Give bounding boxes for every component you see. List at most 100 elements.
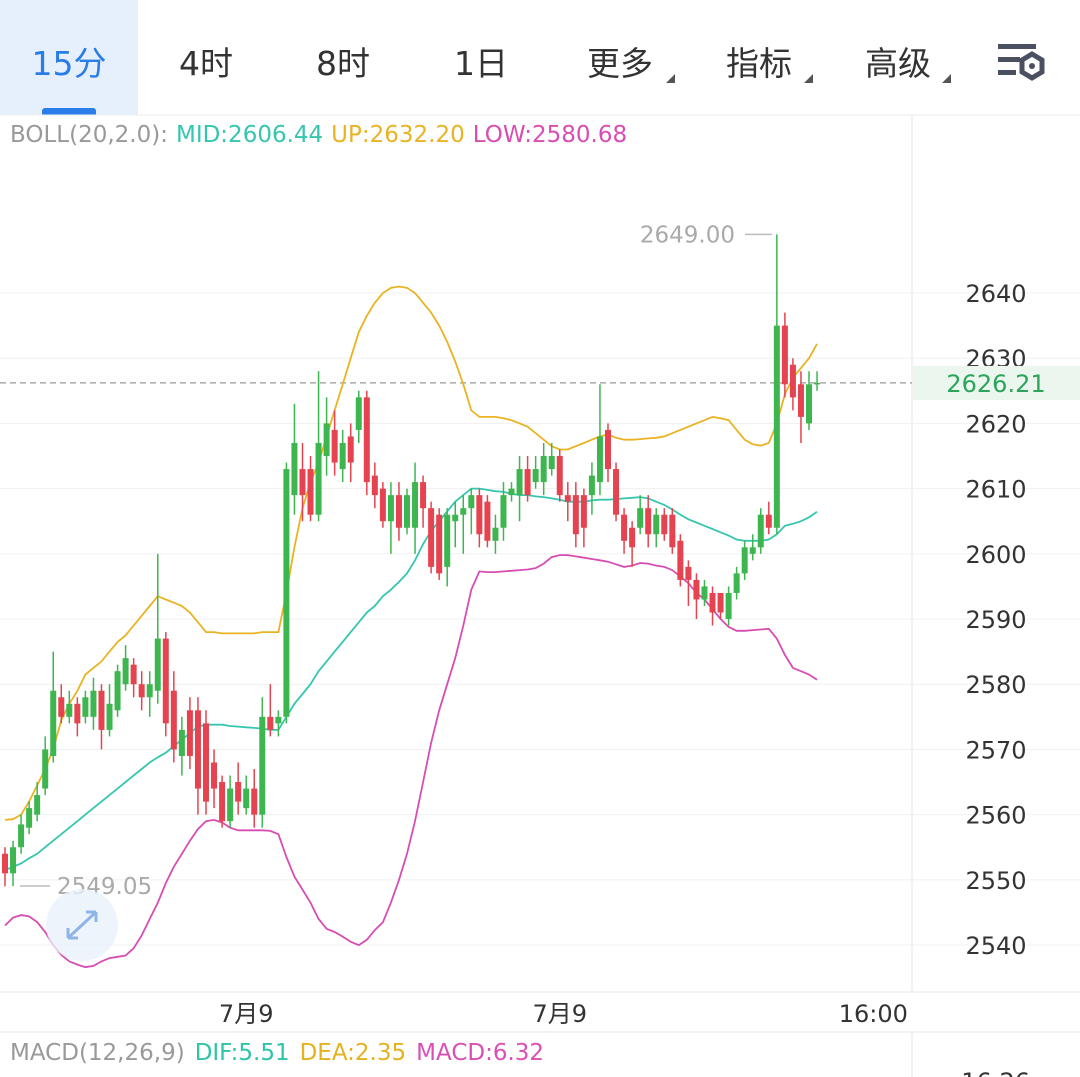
candle-body (98, 690, 105, 730)
tab[interactable]: 4时 (179, 44, 233, 83)
candle-body (444, 514, 451, 567)
y-tick-label: 2540 (965, 932, 1026, 960)
candle-body (797, 384, 804, 417)
candle-body (259, 716, 266, 815)
candle-body (170, 690, 177, 750)
y-tick-label: 2560 (965, 802, 1026, 830)
candle-body (227, 788, 234, 822)
candle-body (42, 749, 49, 789)
tab[interactable]: 指标 (726, 44, 792, 83)
x-tick-label: 7月9 (532, 1000, 587, 1028)
candle-body (243, 788, 250, 809)
candle-body (613, 469, 620, 515)
tab[interactable]: 1日 (454, 44, 508, 83)
tab[interactable]: 15分 (0, 0, 138, 115)
macd-label: MACD(12,26,9) (10, 1040, 185, 1066)
y-tick-label: 2630 (965, 345, 1026, 373)
zoom-icon (66, 910, 98, 940)
candle-body (556, 456, 563, 496)
x-tick-label: 16:00 (839, 1000, 908, 1028)
candle-body (26, 808, 33, 828)
indicator-header: BOLL(20,2.0): MID:2606.44 UP:2632.20 LOW:25… (10, 122, 627, 148)
candle-body (146, 684, 153, 698)
candle-body (379, 488, 386, 522)
candle-body (709, 592, 716, 613)
y-tick-label: 2620 (965, 410, 1026, 438)
candle-body (211, 762, 218, 789)
candle-body (548, 456, 555, 470)
candle-body (637, 508, 644, 528)
candle-body (500, 495, 507, 528)
candle-body (452, 514, 459, 522)
candle-body (773, 325, 780, 528)
y-tick-label: 2580 (965, 671, 1026, 699)
candle-body (275, 716, 282, 724)
macd-dea: DEA:2.35 (300, 1040, 407, 1066)
candle-body (677, 540, 684, 580)
band-line (4, 487, 818, 871)
candle-body (588, 475, 595, 496)
candle-body (757, 514, 764, 548)
candle-body (235, 782, 242, 802)
candle-body (580, 495, 587, 528)
candle-body (114, 671, 121, 711)
legend-entry: UP:2632.20 (331, 122, 465, 148)
candle-body (661, 514, 668, 535)
candle-body (524, 469, 531, 496)
candle-body (669, 514, 676, 548)
tab-bar: 15分 4时 8时 1日 更多 指标 高级 (0, 0, 1080, 115)
candle-body (355, 397, 362, 430)
candle-body (765, 514, 772, 528)
dropdown-arrow (804, 74, 813, 83)
candle-body (283, 469, 290, 717)
candle-body (299, 469, 306, 496)
candle-body (331, 429, 338, 463)
candle-body (605, 429, 611, 470)
candle-body (741, 547, 748, 574)
macd-header: MACD(12,26,9) DIF:5.51 DEA:2.35 MACD:6.32 (10, 1040, 544, 1066)
candle-body (387, 495, 394, 522)
candle-body (203, 723, 209, 802)
candle-body (122, 658, 129, 685)
settings-icon[interactable] (996, 40, 1048, 86)
candle-body (251, 788, 258, 815)
candle-body (74, 703, 81, 724)
candle-body (347, 436, 354, 463)
candle-body (339, 442, 346, 470)
tab[interactable]: 高级 (865, 44, 931, 83)
dropdown-arrow (942, 74, 951, 83)
candle-body (291, 442, 298, 496)
candle-body (685, 566, 692, 580)
macd-dif: DIF:5.51 (195, 1040, 290, 1066)
candle-body (371, 475, 378, 496)
legend-entry: MID:2606.44 (176, 122, 323, 148)
candle-body (2, 853, 8, 874)
candle-body (572, 495, 579, 535)
zoom-button[interactable] (46, 889, 118, 961)
tab[interactable]: 更多 (587, 44, 653, 83)
candle-body (34, 795, 41, 815)
candle-body (178, 729, 185, 756)
candle-body (82, 697, 89, 717)
band-line (4, 285, 818, 821)
tab[interactable]: 8时 (316, 44, 370, 83)
band-line (4, 554, 818, 969)
candle-body (154, 638, 161, 691)
candle-body (492, 527, 499, 541)
candle-body (621, 514, 628, 541)
candle-body (540, 456, 547, 483)
candle-body (806, 384, 812, 424)
candle-body (781, 325, 788, 385)
candle-body (186, 710, 193, 756)
candle-body (653, 514, 660, 535)
candle-body (814, 382, 821, 385)
y-tick-label: 2600 (965, 541, 1026, 569)
candle-body (564, 495, 571, 502)
candle-body (436, 514, 443, 574)
candle-body (508, 488, 515, 496)
y-tick-label: 2640 (965, 280, 1026, 308)
candle-body (476, 495, 483, 535)
candle-body (468, 495, 475, 509)
candle-body (645, 508, 652, 535)
